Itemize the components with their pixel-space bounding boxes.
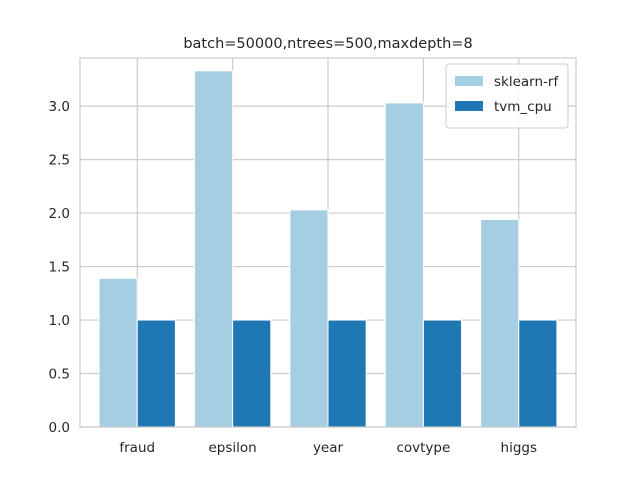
x-tick-label: epsilon [208,440,256,456]
legend-swatch [455,101,483,111]
bar-tvm_cpu-year [327,319,367,428]
legend-label: tvm_cpu [494,99,552,115]
x-axis-ticks: fraud epsilon year covtype higgs [119,440,537,456]
chart-title: batch=50000,ntrees=500,maxdepth=8 [183,36,472,52]
bar-tvm_cpu-higgs [518,319,558,428]
x-tick-label: year [313,440,344,456]
bar-sklearn-rf-epsilon [193,70,234,428]
bar-sklearn-rf-year [289,209,329,428]
legend-swatch [455,76,483,86]
y-tick-label: 3.0 [49,99,70,115]
x-tick-label: higgs [501,440,537,456]
y-tick-label: 0.0 [49,420,70,436]
bar-tvm_cpu-epsilon [232,319,272,428]
legend-label: sklearn-rf [494,74,559,90]
y-tick-label: 1.0 [49,313,70,329]
y-tick-label: 1.5 [49,260,70,276]
y-tick-label: 0.5 [49,367,70,383]
bar-sklearn-rf-fraud [98,277,138,428]
x-tick-label: covtype [396,440,450,456]
y-tick-label: 2.5 [49,153,70,169]
bars [98,70,558,428]
plot-frame [79,57,577,428]
bar-sklearn-rf-higgs [480,219,520,428]
bar-tvm_cpu-covtype [422,319,463,428]
x-tick-label: fraud [119,440,155,456]
bar-tvm_cpu-fraud [136,319,176,428]
y-tick-label: 2.0 [49,206,70,222]
y-axis-ticks: 0.0 0.5 1.0 1.5 2.0 2.5 3.0 [49,99,70,436]
bar-sklearn-rf-covtype [384,102,424,428]
legend: sklearn-rf tvm_cpu [445,63,569,129]
